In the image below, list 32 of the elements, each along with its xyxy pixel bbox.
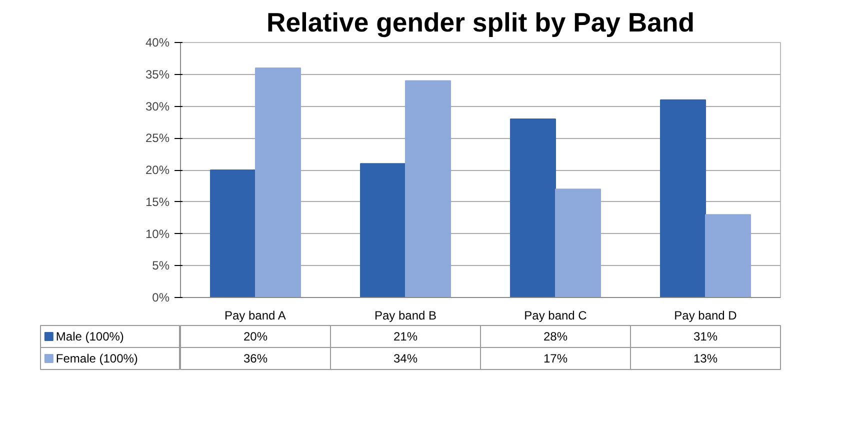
data-label: 31% — [693, 330, 718, 344]
data-label: 34% — [393, 352, 418, 366]
bar — [705, 214, 751, 298]
y-tick-label: 5% — [152, 258, 170, 273]
y-tick-label: 20% — [145, 163, 170, 177]
y-tick-label: 30% — [145, 99, 170, 114]
legend-label: Female (100%) — [56, 352, 138, 366]
y-tick-label: 25% — [145, 131, 170, 146]
chart-title: Relative gender split by Pay Band — [266, 8, 695, 38]
y-tick-label: 40% — [145, 36, 170, 50]
y-tick-label: 0% — [152, 290, 170, 304]
data-label: 28% — [543, 330, 568, 344]
data-label: 20% — [243, 330, 268, 344]
data-label: 13% — [693, 352, 718, 366]
bar — [255, 68, 301, 298]
data-label: 17% — [543, 352, 568, 366]
x-tick-label: Pay band B — [374, 308, 437, 322]
x-tick-label: Pay band D — [674, 308, 738, 322]
data-label: 21% — [393, 330, 418, 344]
bar — [360, 163, 406, 298]
bar — [210, 170, 256, 298]
y-tick-label: 10% — [145, 226, 170, 241]
x-tick-label: Pay band A — [224, 308, 286, 322]
y-tick-label: 15% — [145, 194, 170, 209]
data-label: 36% — [243, 352, 268, 366]
legend-label: Male (100%) — [56, 330, 124, 344]
x-tick-label: Pay band C — [524, 308, 588, 322]
y-tick-label: 35% — [145, 67, 170, 82]
bar — [510, 118, 556, 298]
bar — [555, 188, 601, 298]
bar — [405, 80, 451, 298]
bar — [660, 99, 706, 298]
